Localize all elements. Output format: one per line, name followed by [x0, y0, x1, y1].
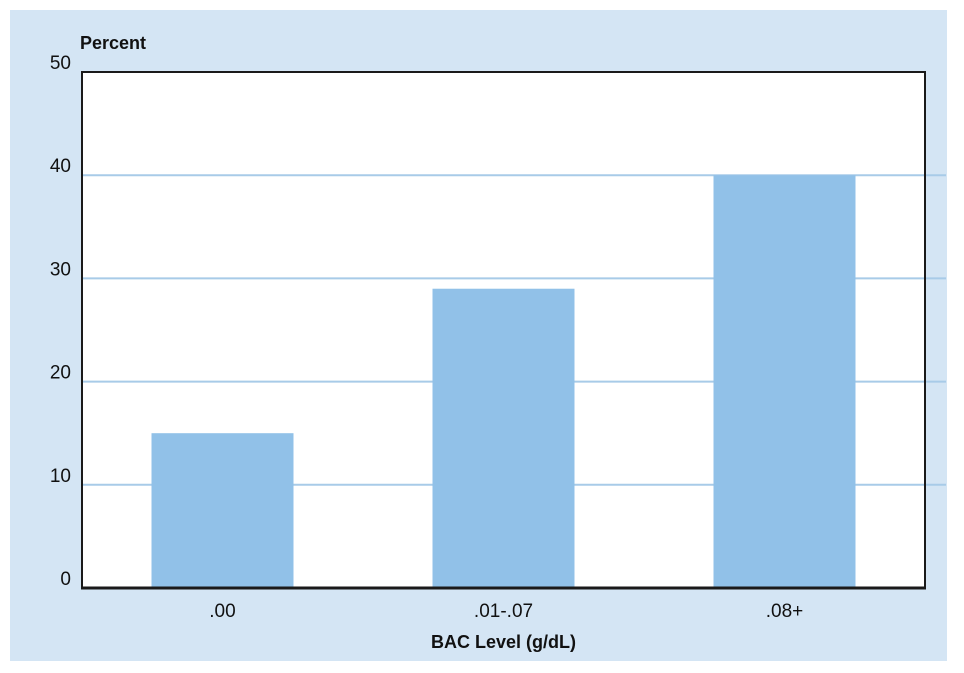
bar	[713, 175, 856, 588]
y-tick-label: 10	[50, 466, 71, 487]
axes	[81, 71, 926, 590]
y-tick-label: 50	[50, 53, 71, 74]
y-tick-label: 30	[50, 259, 71, 280]
bar	[151, 433, 294, 588]
x-axis-label: BAC Level (g/dL)	[431, 632, 576, 652]
bars	[151, 175, 856, 588]
x-tick-label: .00	[209, 601, 235, 622]
y-tick-label: 40	[50, 156, 71, 177]
y-axis-label: Percent	[80, 33, 146, 53]
x-tick-label: .08+	[766, 601, 804, 622]
bar	[432, 288, 575, 588]
y-tick-label: 0	[60, 569, 71, 590]
x-tick-labels: .00 .01-.07 .08+	[209, 601, 803, 622]
y-tick-labels: 0 10 20 30 40 50	[50, 53, 71, 590]
x-tick-label: .01-.07	[474, 601, 533, 622]
y-tick-label: 20	[50, 363, 71, 384]
